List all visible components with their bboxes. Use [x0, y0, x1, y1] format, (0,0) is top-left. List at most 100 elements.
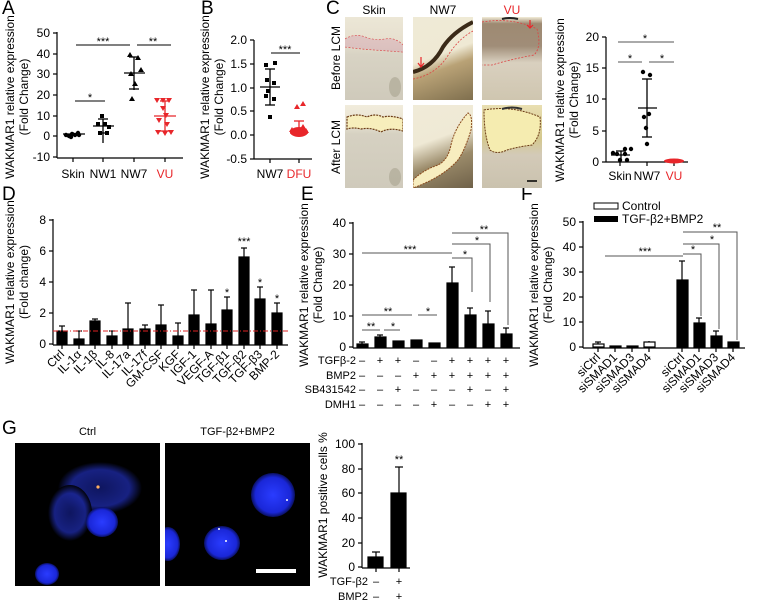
y-tick: 0 — [348, 560, 355, 574]
y-tick: 0 — [339, 340, 346, 354]
svg-text:–: – — [373, 591, 380, 603]
y-tick: 80 — [342, 462, 356, 476]
y-tick: 10 — [586, 92, 600, 106]
panel-label-f: F — [521, 184, 533, 205]
significance-star: ** — [480, 224, 489, 236]
x-tick-skin: Skin — [61, 167, 84, 181]
x-tick-vu: VU — [157, 167, 174, 181]
significance-star: * — [258, 277, 263, 289]
y-tick: 30 — [563, 265, 577, 279]
y-tick: 0.5 — [230, 104, 247, 118]
y-tick: 0 — [43, 129, 50, 143]
significance-star: * — [691, 244, 696, 256]
column-header-nw7: NW7 — [429, 3, 457, 17]
x-tick-nw7: NW7 — [121, 167, 148, 181]
x-tick-nw7: NW7 — [257, 167, 284, 181]
significance-star: * — [628, 53, 633, 65]
svg-text:–: – — [395, 399, 402, 411]
panel-label-d: D — [2, 184, 16, 205]
svg-text:+: + — [396, 591, 402, 603]
histology-skin-before-lcm — [345, 17, 403, 100]
treatment-sign-matrix: – + – + — [373, 576, 402, 603]
svg-text:–: – — [413, 384, 420, 396]
significance-star: ** — [367, 321, 376, 333]
treatment-label-tgfb2: TGFβ-2 — [318, 355, 356, 367]
svg-text:–: – — [359, 370, 366, 382]
significance-star: * — [463, 249, 468, 261]
column-header-skin: Skin — [362, 3, 386, 17]
legend: Control TGF-β2+BMP2 — [593, 199, 704, 226]
y-tick: 0 — [592, 155, 599, 169]
svg-text:+: + — [377, 355, 383, 367]
svg-text:–: – — [431, 355, 438, 367]
legend-swatch-control — [593, 202, 619, 210]
column-header-vu: VU — [503, 3, 521, 17]
svg-text:+: + — [449, 355, 455, 367]
panel-label-a: A — [2, 0, 15, 19]
y-tick: 6 — [39, 244, 46, 258]
y-tick: 0.0 — [230, 128, 247, 142]
significance-star: *** — [97, 36, 111, 48]
panel-label-c: C — [326, 0, 340, 19]
y-tick: 20 — [342, 536, 356, 550]
y-tick: 20 — [37, 88, 51, 102]
rna-dot — [96, 485, 100, 489]
significance-star: * — [426, 306, 431, 318]
y-axis-label-line2: (Fold Change) — [212, 59, 226, 136]
y-tick: 20 — [333, 278, 347, 292]
histology-nw7-before-lcm — [413, 17, 473, 100]
y-tick: 30 — [333, 247, 347, 261]
svg-text:–: – — [359, 399, 366, 411]
panel-label-g: G — [2, 418, 17, 439]
panel-label-e: E — [301, 184, 314, 205]
svg-text:+: + — [467, 370, 473, 382]
x-tick-nw1: NW1 — [90, 167, 117, 181]
y-axis-label-line1: WAKMAR1 relative expression — [527, 203, 541, 367]
y-tick: 40 — [37, 47, 51, 61]
y-axis-label-line2: (Fold Change) — [17, 59, 31, 136]
significance-star: ** — [395, 454, 404, 466]
significance-star: * — [88, 92, 93, 104]
y-axis-label-line1: WAKMAR1 relative expression — [3, 15, 17, 179]
y-tick: 0 — [39, 337, 46, 351]
svg-text:–: – — [395, 370, 402, 382]
significance-star: *** — [404, 244, 418, 256]
histology-vu-after-lcm — [482, 105, 542, 188]
y-axis-label-line1: WAKMAR1 relative expression — [198, 15, 212, 179]
svg-text:+: + — [395, 355, 401, 367]
y-axis-label-line2: (Fold Change) — [311, 247, 325, 324]
treatment-label-dmh1: DMH1 — [325, 399, 356, 411]
histology-vu-before-lcm — [482, 17, 542, 100]
x-tick-vu: VU — [666, 169, 683, 183]
significance-star: *** — [238, 236, 252, 248]
y-tick: 5 — [592, 124, 599, 138]
significance-star: * — [391, 321, 396, 333]
svg-text:+: + — [503, 384, 509, 396]
y-tick: 10 — [333, 309, 347, 323]
y-axis-label-line2: (Fold Change) — [541, 247, 555, 324]
y-tick: 30 — [37, 67, 51, 81]
svg-text:+: + — [467, 355, 473, 367]
y-tick: 2 — [39, 306, 46, 320]
svg-text:–: – — [413, 399, 420, 411]
x-tick-nw7: NW7 — [634, 169, 661, 183]
y-axis-label-line2: (Fold Change) — [567, 62, 581, 139]
significance-star: * — [710, 234, 715, 246]
y-tick: 10 — [37, 109, 51, 123]
histology-skin-after-lcm — [345, 105, 403, 188]
y-tick: 0 — [569, 340, 576, 354]
y-tick: 40 — [333, 216, 347, 230]
treatment-label-sb431542: SB431542 — [305, 384, 356, 396]
significance-star: *** — [279, 44, 293, 56]
svg-text:–: – — [359, 384, 366, 396]
y-tick: 40 — [563, 240, 577, 254]
panel-a-y-axis-label: WAKMAR1 relative expression (Fold Change… — [3, 15, 31, 179]
svg-text:+: + — [503, 355, 509, 367]
y-tick: 2.0 — [230, 33, 247, 47]
image-title-treated: TGF-β2+BMP2 — [200, 426, 275, 438]
y-tick: 60 — [342, 486, 356, 500]
svg-text:–: – — [373, 576, 380, 588]
svg-text:+: + — [396, 576, 402, 588]
significance-star: * — [643, 33, 648, 45]
